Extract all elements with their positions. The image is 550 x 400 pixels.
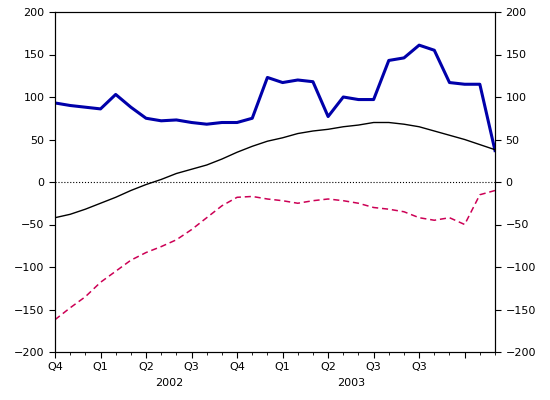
Text: 2003: 2003 (337, 378, 365, 388)
Text: 2002: 2002 (155, 378, 183, 388)
